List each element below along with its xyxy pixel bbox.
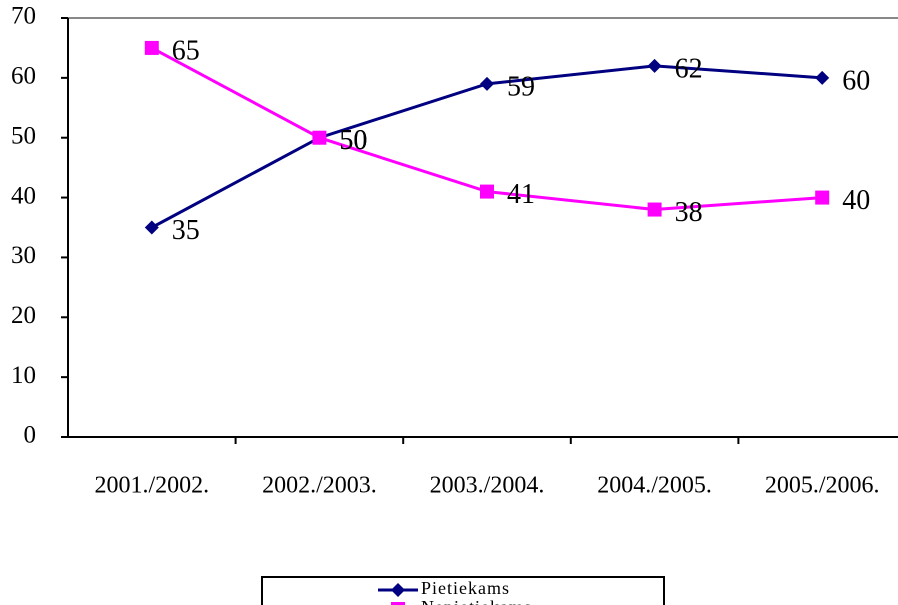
x-tick-label: 2003./2004.	[430, 473, 545, 499]
data-label: 60	[842, 65, 870, 96]
y-tick-label: 60	[11, 63, 36, 90]
data-point	[144, 220, 159, 235]
data-point	[480, 76, 494, 91]
y-tick-label: 50	[11, 122, 36, 149]
data-label: 50	[339, 125, 367, 156]
data-point	[647, 202, 662, 217]
data-point	[647, 58, 662, 73]
legend-box	[261, 576, 665, 605]
data-point	[312, 130, 327, 145]
y-tick-label: 10	[11, 362, 36, 389]
data-label: 65	[172, 35, 200, 66]
y-tick-label: 40	[11, 182, 36, 209]
x-tick-label: 2001./2002.	[94, 473, 209, 499]
legend-marker	[391, 602, 405, 605]
x-tick-label: 2005./2006.	[765, 473, 880, 499]
data-label: 50	[339, 125, 367, 156]
data-label: 41	[507, 179, 535, 210]
x-tick-label: 2004./2005.	[597, 473, 712, 499]
legend-label: Pietiekams	[421, 578, 510, 598]
legend-marker	[391, 583, 405, 597]
y-tick-label: 20	[11, 302, 36, 329]
x-tick-label: 2002./2003.	[262, 473, 377, 499]
data-label: 59	[507, 71, 535, 102]
data-point	[144, 40, 159, 55]
data-label: 62	[675, 53, 703, 84]
y-tick-label: 70	[11, 3, 36, 30]
data-label: 38	[675, 197, 703, 228]
data-point	[815, 190, 830, 205]
y-tick-label: 0	[24, 422, 37, 449]
legend-label: Nepietiekams	[421, 597, 532, 605]
data-label: 35	[172, 215, 200, 246]
data-point	[480, 184, 494, 199]
data-label: 40	[842, 185, 870, 216]
data-point	[815, 70, 830, 85]
y-tick-label: 30	[11, 242, 36, 269]
